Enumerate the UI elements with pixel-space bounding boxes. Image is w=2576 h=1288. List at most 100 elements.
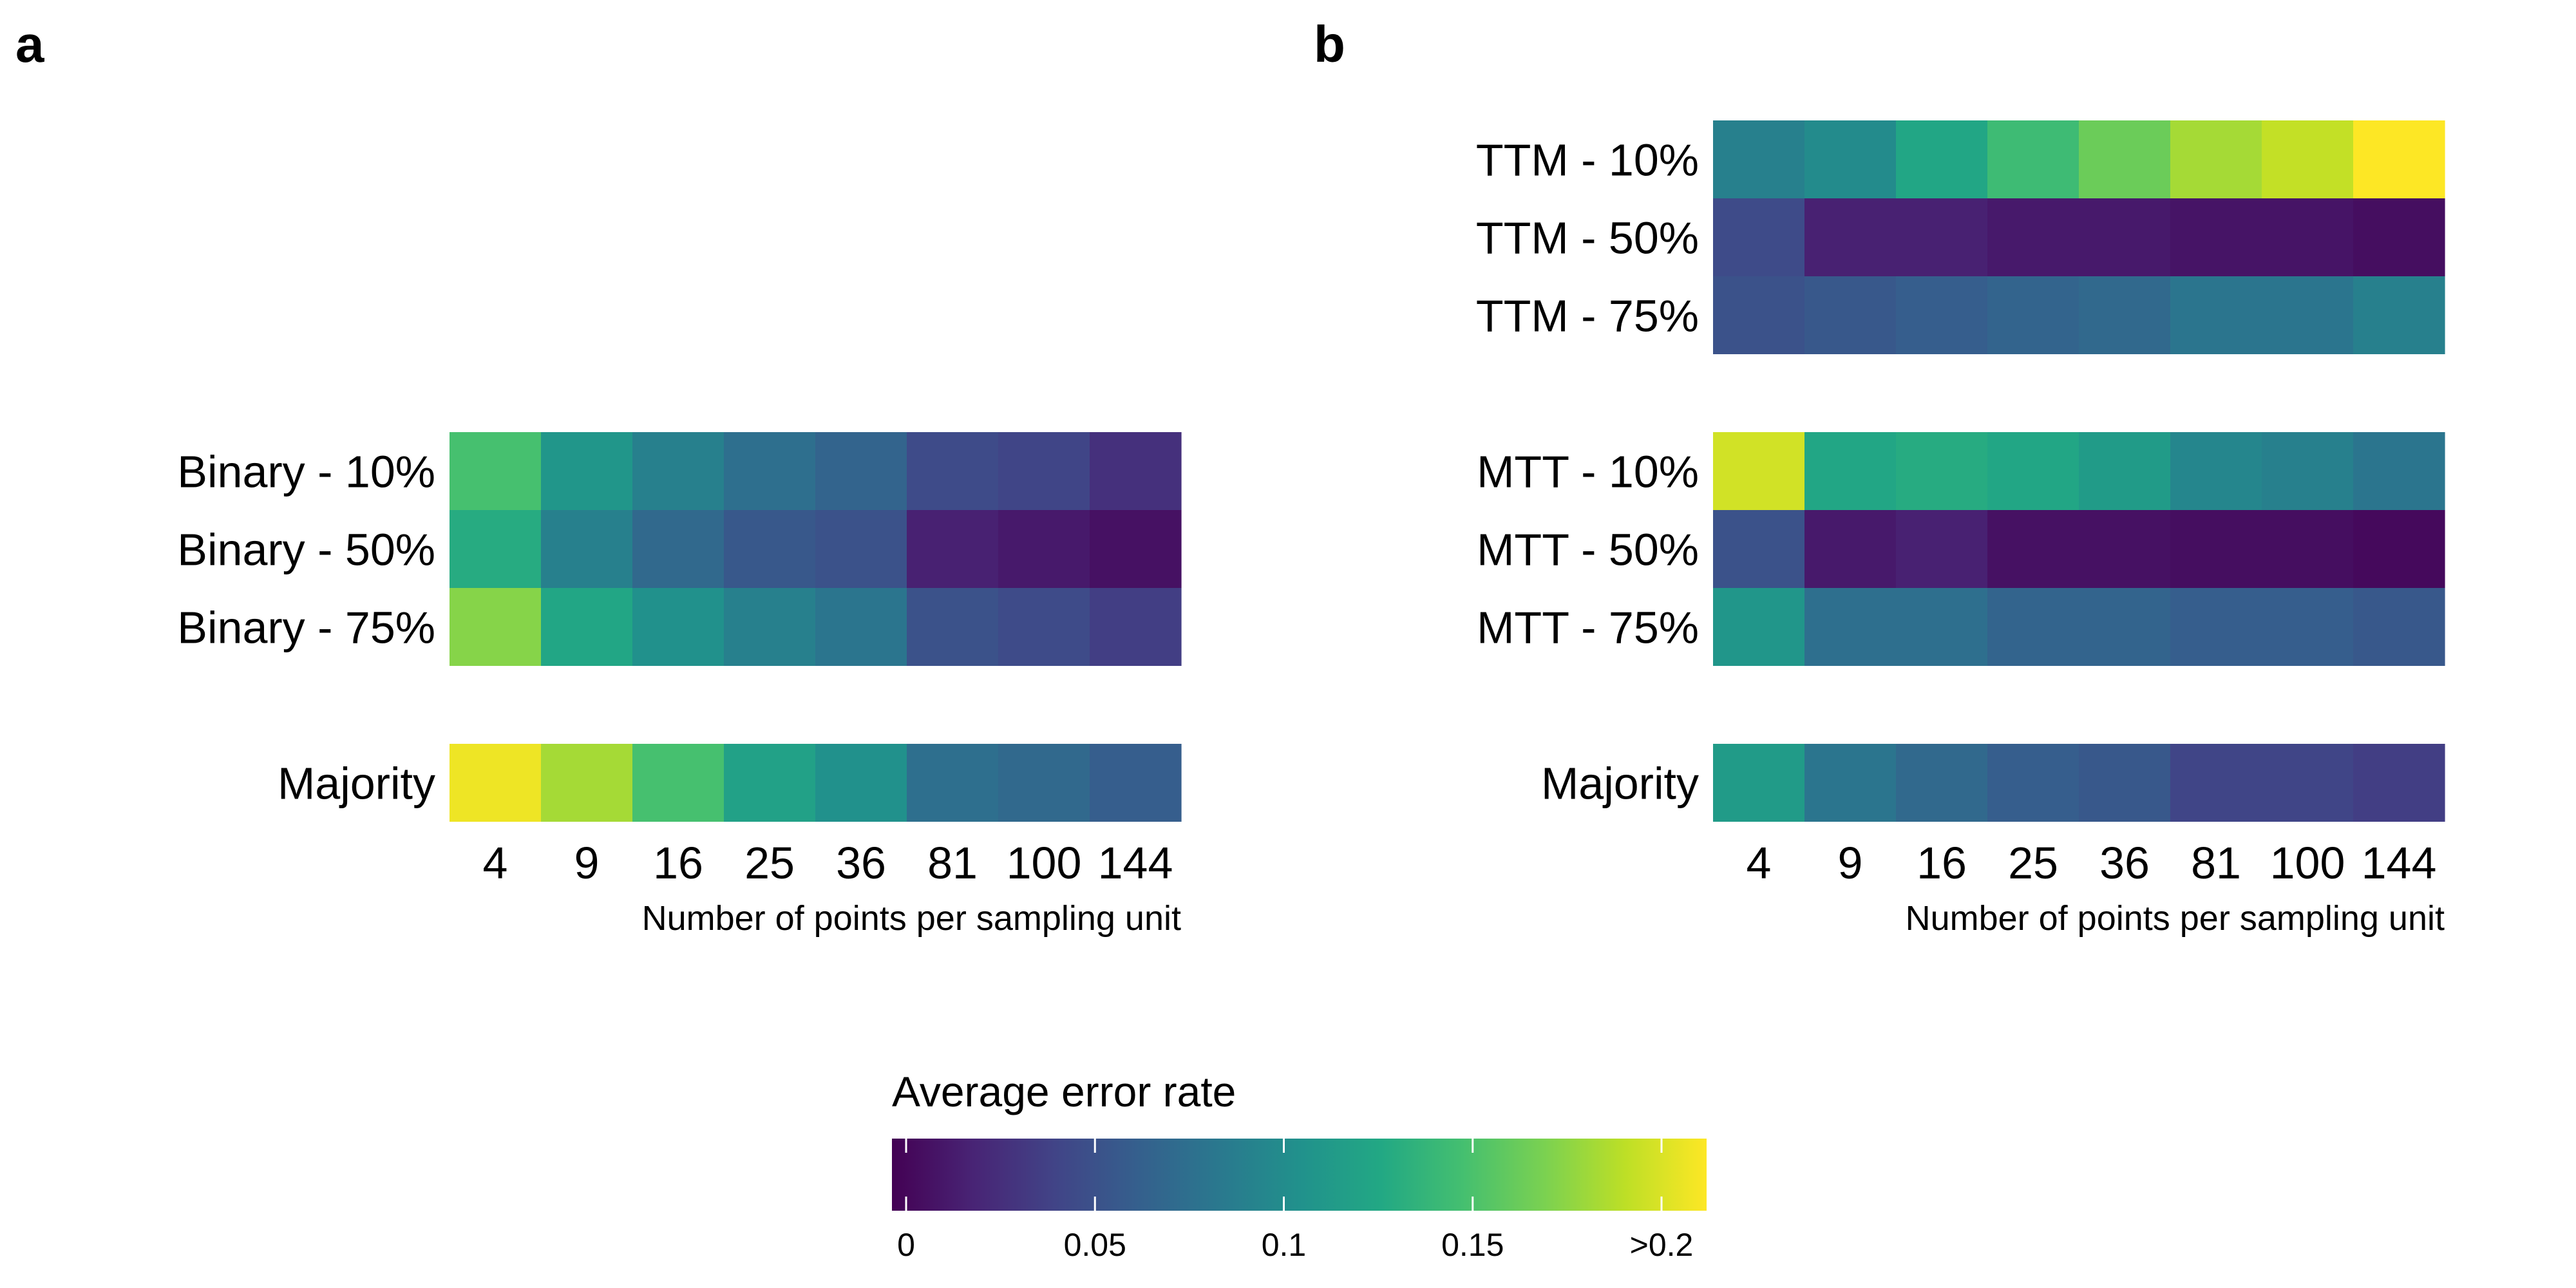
- row-label: TTM - 75%: [1476, 291, 1699, 341]
- row-label: Majority: [278, 759, 435, 809]
- heatmap-cell-majority-9: [1804, 744, 1897, 822]
- heatmap-cell-binary-50pct-81: [907, 510, 999, 588]
- heatmap-cell-ttm-75pct-9: [1804, 276, 1897, 354]
- heatmap-cell-mtt-10pct-4: [1713, 432, 1805, 510]
- heatmap-cell-mtt-75pct-144: [2353, 588, 2445, 666]
- heatmap-cell-binary-50pct-25: [724, 510, 816, 588]
- x-axis-title: Number of points per sampling unit: [642, 899, 1181, 938]
- heatmap-cell-ttm-50pct-100: [2262, 198, 2354, 276]
- panel-a: a Binary - 10% Binary - 50% Binary - 75% Maj…: [15, 15, 1182, 938]
- heatmap-row-ttm-10pct-panel-b: TTM - 10%: [1476, 120, 2445, 198]
- heatmap-cell-mtt-50pct-25: [1987, 510, 2079, 588]
- heatmap-cell-mtt-10pct-81: [2170, 432, 2262, 510]
- row-label: TTM - 50%: [1476, 213, 1699, 263]
- row-label: Majority: [1541, 759, 1699, 809]
- x-axis-title: Number of points per sampling unit: [1906, 899, 2445, 938]
- heatmap-cell-mtt-10pct-25: [1987, 432, 2079, 510]
- heatmap-cell-ttm-75pct-25: [1987, 276, 2079, 354]
- heatmap-row-mtt-10pct-panel-b: MTT - 10%: [1477, 432, 2445, 510]
- heatmap-cell-majority-16: [632, 744, 724, 822]
- heatmap-cell-ttm-50pct-16: [1896, 198, 1988, 276]
- heatmap-cell-majority-100: [998, 744, 1090, 822]
- heatmap-cell-binary-50pct-4: [450, 510, 542, 588]
- heatmap-cell-ttm-50pct-81: [2170, 198, 2262, 276]
- heatmap-cell-majority-4: [1713, 744, 1805, 822]
- heatmap-cell-mtt-50pct-36: [2079, 510, 2171, 588]
- heatmap-cell-majority-4: [450, 744, 542, 822]
- heatmap-cell-majority-36: [815, 744, 907, 822]
- x-tick-label-16: 16: [1917, 838, 1967, 888]
- panel-letter-b: b: [1314, 15, 1345, 73]
- heatmap-cell-mtt-50pct-81: [2170, 510, 2262, 588]
- heatmap-cell-ttm-10pct-81: [2170, 120, 2262, 198]
- heatmap-cell-ttm-10pct-144: [2353, 120, 2445, 198]
- heatmap-cell-binary-75pct-9: [541, 588, 633, 666]
- colorbar-legend: Average error rate 0 0.05 0.1 0.15 >0.2: [892, 1068, 1707, 1263]
- heatmap-cell-binary-10pct-81: [907, 432, 999, 510]
- x-tick-label-16: 16: [653, 838, 703, 888]
- heatmap-cell-ttm-10pct-36: [2079, 120, 2171, 198]
- heatmap-cell-mtt-75pct-36: [2079, 588, 2171, 666]
- heatmap-cell-binary-75pct-36: [815, 588, 907, 666]
- heatmap-cell-mtt-10pct-100: [2262, 432, 2354, 510]
- heatmap-row-ttm-75pct-panel-b: TTM - 75%: [1476, 276, 2445, 354]
- x-tick-label-25: 25: [2008, 838, 2058, 888]
- heatmap-cell-majority-81: [907, 744, 999, 822]
- heatmap-cell-mtt-75pct-4: [1713, 588, 1805, 666]
- heatmap-cell-mtt-10pct-16: [1896, 432, 1988, 510]
- x-tick-label-81: 81: [927, 838, 978, 888]
- heatmap-row-ttm-50pct-panel-b: TTM - 50%: [1476, 198, 2445, 276]
- heatmap-cell-majority-9: [541, 744, 633, 822]
- x-tick-label-25: 25: [744, 838, 795, 888]
- row-label: Binary - 10%: [177, 447, 435, 497]
- heatmap-cell-ttm-50pct-36: [2079, 198, 2171, 276]
- colorbar-title: Average error rate: [892, 1068, 1236, 1115]
- heatmap-cell-binary-50pct-100: [998, 510, 1090, 588]
- heatmap-cell-mtt-50pct-9: [1804, 510, 1897, 588]
- heatmap-cell-majority-81: [2170, 744, 2262, 822]
- x-tick-label-144: 144: [2362, 838, 2437, 888]
- heatmap-cell-ttm-10pct-9: [1804, 120, 1897, 198]
- heatmap-cell-majority-144: [2353, 744, 2445, 822]
- x-tick-label-36: 36: [836, 838, 886, 888]
- heatmap-cell-majority-100: [2262, 744, 2354, 822]
- x-tick-label-9: 9: [574, 838, 600, 888]
- heatmap-row-mtt-50pct-panel-b: MTT - 50%: [1477, 510, 2445, 588]
- colorbar-tick-label: 0: [897, 1227, 915, 1263]
- heatmap-cell-binary-75pct-81: [907, 588, 999, 666]
- heatmap-cell-ttm-50pct-9: [1804, 198, 1897, 276]
- heatmap-cell-majority-36: [2079, 744, 2171, 822]
- heatmap-cell-binary-75pct-16: [632, 588, 724, 666]
- heatmap-row-binary-10pct-panel-a: Binary - 10%: [177, 432, 1182, 510]
- heatmap-cell-binary-75pct-25: [724, 588, 816, 666]
- heatmap-cell-ttm-10pct-16: [1896, 120, 1988, 198]
- heatmap-cell-mtt-10pct-9: [1804, 432, 1897, 510]
- heatmap-row-mtt-75pct-panel-b: MTT - 75%: [1477, 588, 2445, 666]
- heatmap-cell-binary-10pct-144: [1090, 432, 1182, 510]
- heatmap-cell-binary-10pct-100: [998, 432, 1090, 510]
- row-label: MTT - 50%: [1477, 525, 1699, 575]
- heatmap-cell-binary-10pct-16: [632, 432, 724, 510]
- panels-layer: a Binary - 10% Binary - 50% Binary - 75% Maj…: [15, 15, 2445, 938]
- heatmap-cell-majority-144: [1090, 744, 1182, 822]
- heatmap-cell-binary-75pct-100: [998, 588, 1090, 666]
- row-label: Binary - 50%: [177, 525, 435, 575]
- heatmap-cell-mtt-50pct-100: [2262, 510, 2354, 588]
- heatmap-cell-binary-50pct-144: [1090, 510, 1182, 588]
- heatmap-cell-majority-25: [1987, 744, 2079, 822]
- heatmap-cell-binary-75pct-4: [450, 588, 542, 666]
- heatmap-row-majority-panel-a: Majority: [278, 744, 1182, 822]
- x-tick-label-100: 100: [1007, 838, 1082, 888]
- colorbar-gradient: [892, 1139, 1707, 1211]
- heatmap-row-majority-panel-b: Majority: [1541, 744, 2445, 822]
- heatmap-cell-mtt-50pct-144: [2353, 510, 2445, 588]
- heatmap-cell-mtt-50pct-16: [1896, 510, 1988, 588]
- panel-b: b TTM - 10% TTM - 50% TTM - 75% MTT - 10% MTT…: [1314, 15, 2445, 938]
- heatmap-cell-mtt-75pct-25: [1987, 588, 2079, 666]
- heatmap-cell-mtt-10pct-36: [2079, 432, 2171, 510]
- row-label: MTT - 75%: [1477, 603, 1699, 653]
- row-label: Binary - 75%: [177, 603, 435, 653]
- x-tick-label-4: 4: [1747, 838, 1772, 888]
- heatmap-cell-ttm-10pct-4: [1713, 120, 1805, 198]
